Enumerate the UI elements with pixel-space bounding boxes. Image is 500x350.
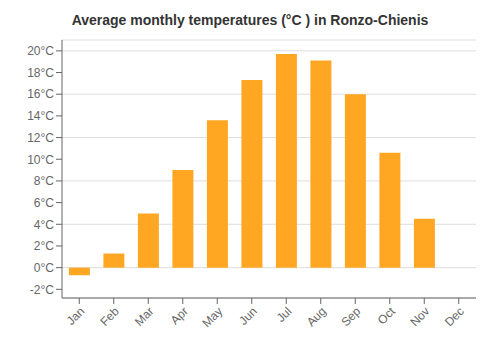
svg-text:Jun: Jun <box>236 304 260 328</box>
svg-text:14°C: 14°C <box>27 109 54 123</box>
html-text:Average monthly temperatures (: Average monthly temperatures (°C ) in Ro… <box>71 12 429 28</box>
svg-text:4°C: 4°C <box>34 218 54 232</box>
svg-text:Apr: Apr <box>168 304 191 327</box>
svg-text:Dec: Dec <box>442 304 467 329</box>
svg-text:18°C: 18°C <box>27 66 54 80</box>
svg-text:Mar: Mar <box>132 304 157 329</box>
svg-text:20°C: 20°C <box>27 44 54 58</box>
svg-text:12°C: 12°C <box>27 131 54 145</box>
svg-text:May: May <box>199 304 225 330</box>
svg-text:Aug: Aug <box>304 304 329 329</box>
svg-text:Nov: Nov <box>407 304 432 329</box>
svg-text:Jan: Jan <box>64 304 88 328</box>
svg-text:Jul: Jul <box>274 304 295 325</box>
svg-text:-2°C: -2°C <box>30 283 54 297</box>
svg-text:10°C: 10°C <box>27 153 54 167</box>
svg-text:Sep: Sep <box>338 304 363 329</box>
svg-text:6°C: 6°C <box>34 196 54 210</box>
svg-text:8°C: 8°C <box>34 174 54 188</box>
svg-text:16°C: 16°C <box>27 87 54 101</box>
svg-text:Feb: Feb <box>97 304 122 329</box>
svg-text:0°C: 0°C <box>34 261 54 275</box>
svg-text:Oct: Oct <box>375 304 399 328</box>
svg-text:2°C: 2°C <box>34 239 54 253</box>
